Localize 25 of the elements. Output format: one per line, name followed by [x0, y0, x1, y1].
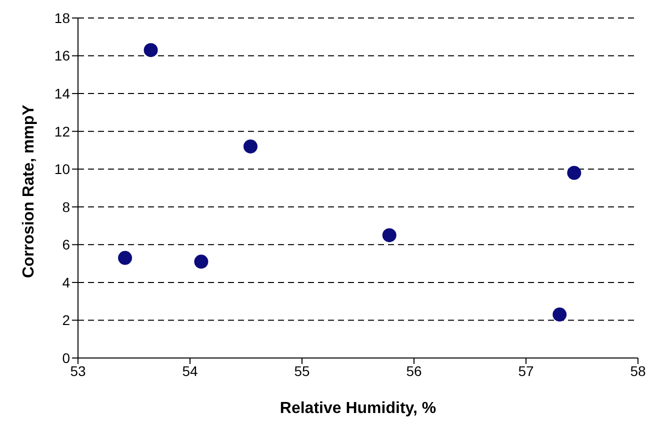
- y-tick-label: 14: [54, 86, 70, 102]
- point: [118, 250, 132, 265]
- y-tick-label: 16: [54, 48, 70, 64]
- x-axis-title: Relative Humidity, %: [280, 400, 436, 417]
- y-tick-label: 4: [62, 274, 70, 290]
- y-tick-label: 0: [62, 350, 70, 366]
- point: [144, 43, 158, 58]
- x-tick-label: 55: [294, 362, 310, 379]
- y-tick-label: 10: [54, 161, 70, 178]
- y-tick-label: 8: [62, 198, 70, 215]
- point: [567, 166, 582, 180]
- point: [243, 139, 258, 154]
- x-tick-label: 53: [70, 362, 86, 379]
- x-tick-label: 57: [518, 362, 534, 379]
- y-tick-label: 2: [62, 312, 70, 328]
- point: [194, 254, 208, 269]
- y-axis-title: Corrosion Rate, mmpY: [20, 104, 38, 278]
- x-tick-label: 58: [630, 362, 646, 379]
- x-tick-label: 54: [182, 362, 198, 379]
- y-tick-label: 6: [62, 236, 70, 253]
- y-tick-label: 18: [54, 10, 70, 26]
- point: [382, 228, 396, 242]
- y-tick-label: 12: [54, 123, 70, 140]
- x-tick-label: 56: [406, 362, 422, 379]
- point: [552, 308, 567, 322]
